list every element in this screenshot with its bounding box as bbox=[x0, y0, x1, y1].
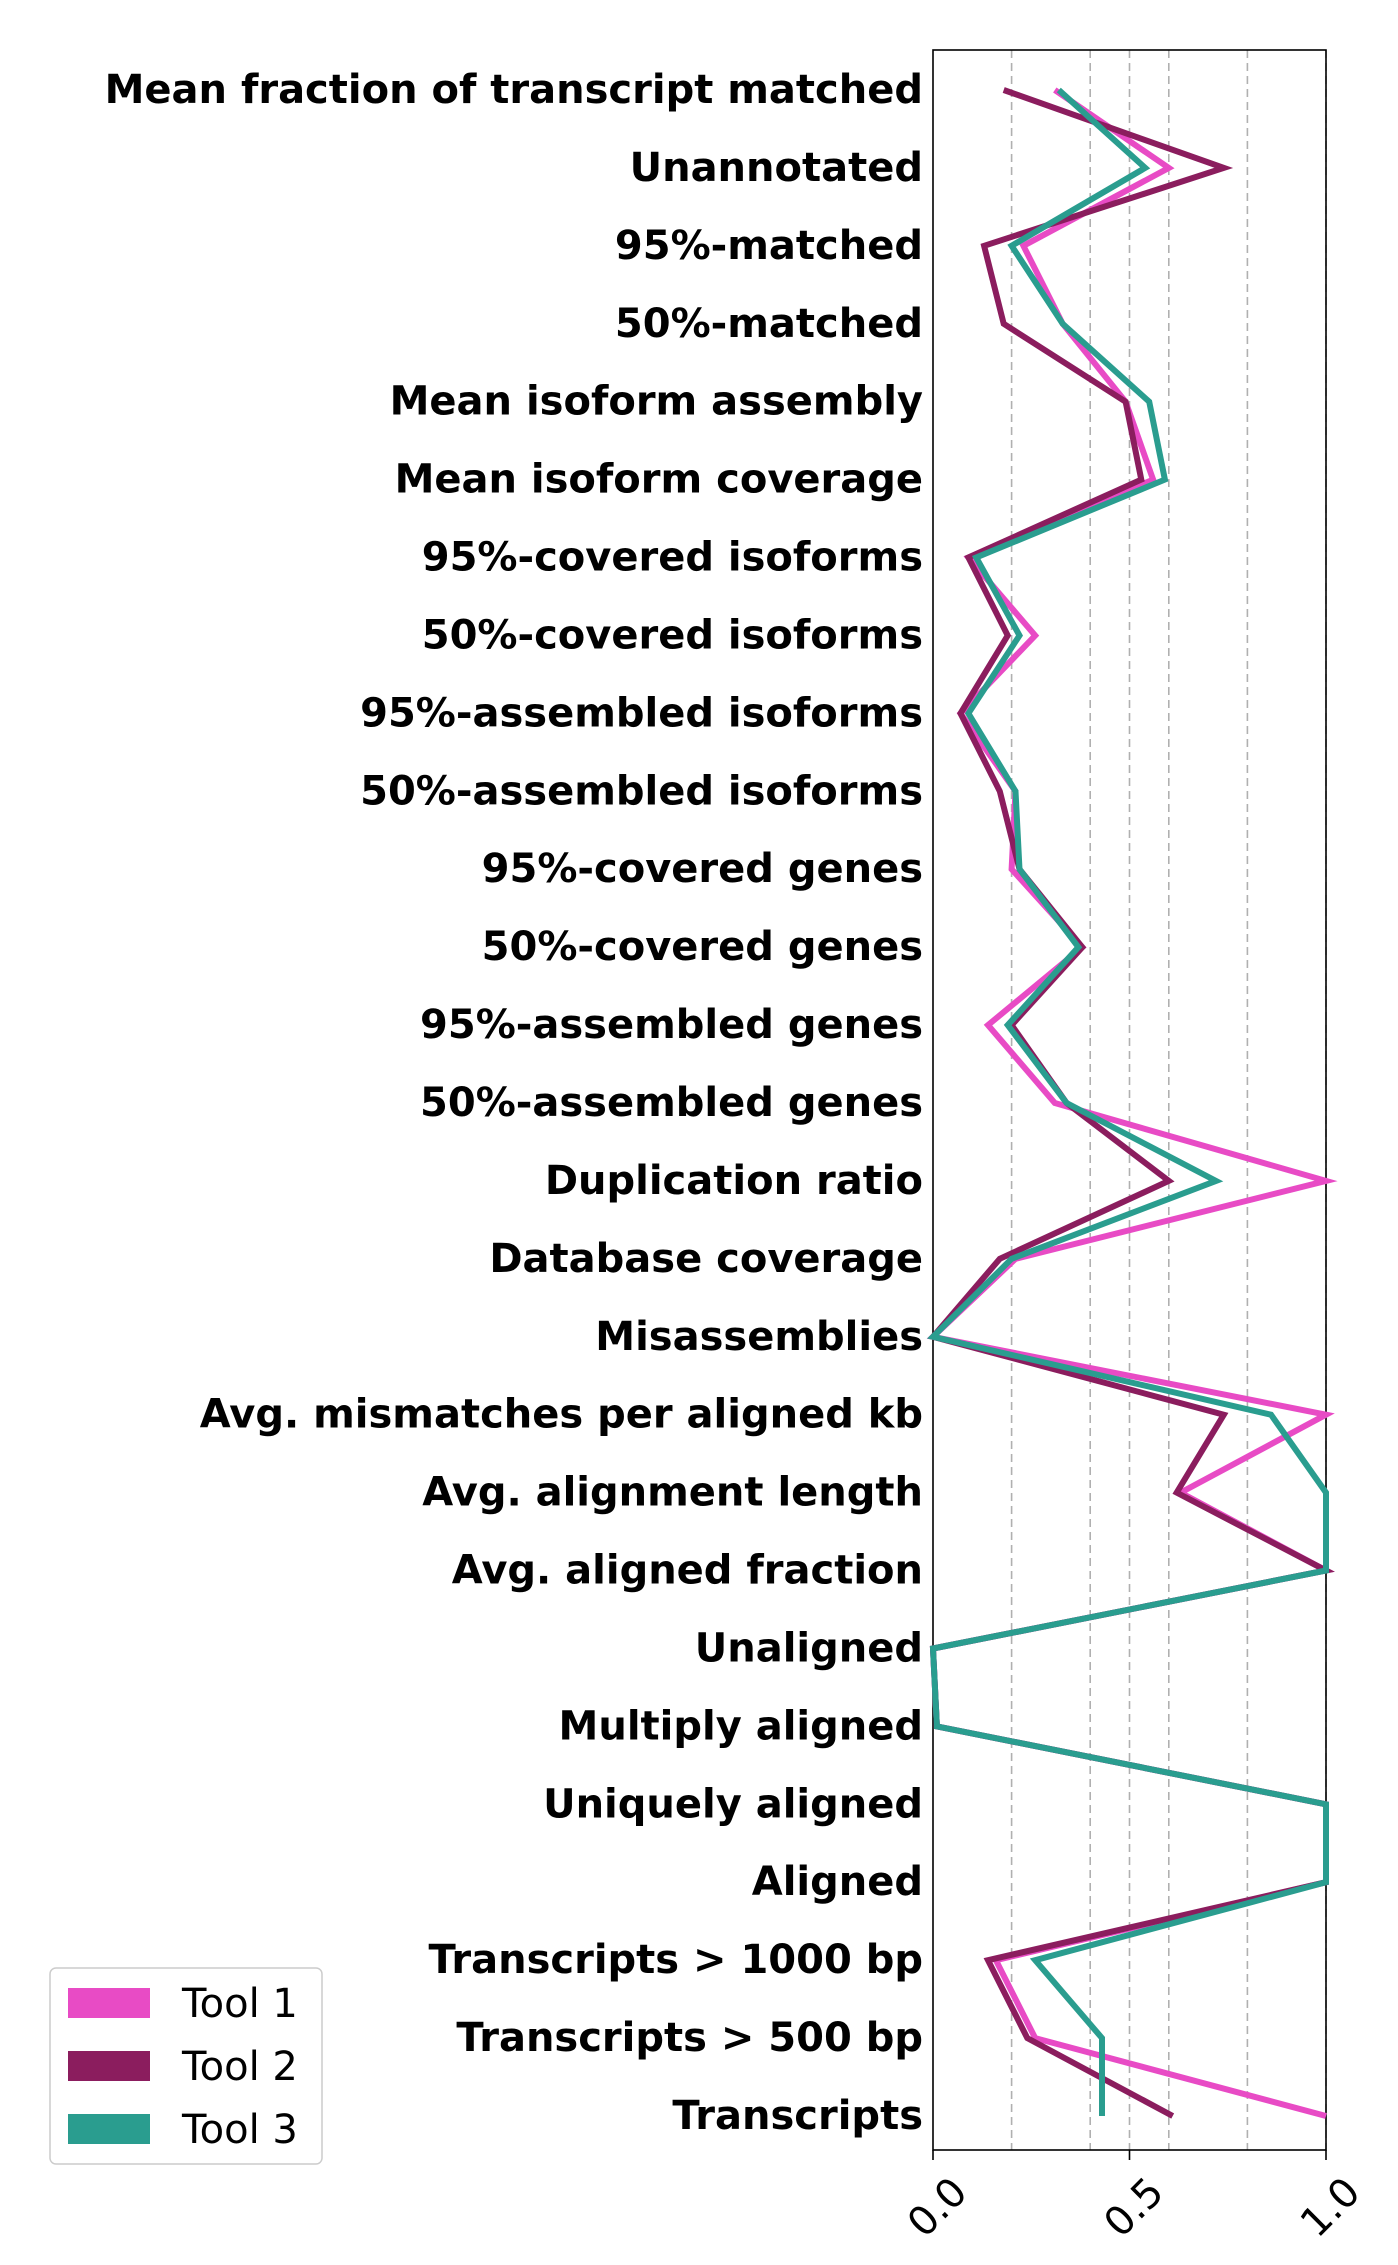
category-label: Database coverage bbox=[489, 1236, 923, 1282]
series-line-tool-3 bbox=[927, 87, 1329, 2116]
category-label: Mean isoform coverage bbox=[395, 457, 923, 503]
x-tick-label: 0.0 bbox=[899, 2169, 977, 2247]
category-label: 95%-covered isoforms bbox=[422, 535, 923, 581]
category-label: Mean isoform assembly bbox=[390, 379, 923, 425]
x-axis-ticks: 0.0 0.5 1.0 bbox=[899, 2150, 1370, 2247]
category-label: Avg. aligned fraction bbox=[452, 1548, 923, 1594]
series-lines bbox=[926, 87, 1338, 2119]
category-label: 50%-covered isoforms bbox=[422, 612, 923, 658]
x-tick-label: 1.0 bbox=[1292, 2169, 1370, 2247]
category-label: Mean fraction of transcript matched bbox=[105, 67, 923, 113]
category-label: Transcripts bbox=[672, 2093, 923, 2139]
category-label: Unaligned bbox=[695, 1625, 923, 1671]
x-tick-label: 0.5 bbox=[1095, 2169, 1173, 2247]
legend: Tool 1 Tool 2 Tool 3 bbox=[49, 1967, 323, 2165]
category-label: Duplication ratio bbox=[545, 1158, 923, 1204]
category-labels: Mean fraction of transcript matched Unann… bbox=[105, 67, 923, 2139]
legend-swatch-tool-2 bbox=[68, 2051, 150, 2081]
category-label: 50%-covered genes bbox=[482, 924, 923, 970]
category-label: Unannotated bbox=[630, 145, 923, 191]
legend-label-tool-3: Tool 3 bbox=[181, 2107, 298, 2153]
legend-label-tool-2: Tool 2 bbox=[181, 2044, 298, 2090]
category-label: 95%-assembled genes bbox=[420, 1002, 923, 1048]
category-label: Avg. alignment length bbox=[422, 1470, 923, 1516]
category-label: Transcripts > 500 bp bbox=[456, 2015, 923, 2061]
category-label: Uniquely aligned bbox=[543, 1781, 923, 1827]
category-label: Transcripts > 1000 bp bbox=[429, 1937, 924, 1983]
category-label: 95%-matched bbox=[615, 223, 923, 269]
category-label: 50%-assembled genes bbox=[420, 1080, 923, 1126]
category-label: Multiply aligned bbox=[559, 1703, 923, 1749]
grid-lines bbox=[1010, 50, 1327, 2150]
category-label: Avg. mismatches per aligned kb bbox=[200, 1392, 923, 1438]
legend-swatch-tool-1 bbox=[68, 1988, 150, 2018]
category-label: 95%-assembled isoforms bbox=[360, 690, 923, 736]
category-label: Misassemblies bbox=[595, 1314, 923, 1360]
category-label: 50%-matched bbox=[615, 301, 923, 347]
category-label: 95%-covered genes bbox=[482, 846, 923, 892]
category-label: Aligned bbox=[752, 1859, 923, 1905]
legend-label-tool-1: Tool 1 bbox=[181, 1981, 298, 2027]
legend-swatch-tool-3 bbox=[68, 2114, 150, 2144]
category-label: 50%-assembled isoforms bbox=[360, 768, 923, 814]
